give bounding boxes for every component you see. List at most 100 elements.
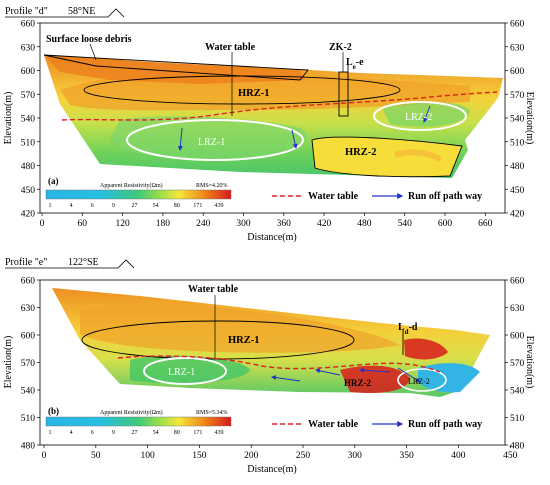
panel-b-x-tick-label: 250 (296, 451, 311, 461)
panel-a-y-tick-label-right: 600 (510, 67, 525, 77)
panel-b-y-tick-label-right: 540 (510, 387, 525, 397)
panel-b-rms: RMS=5.34% (196, 410, 228, 416)
panel-a-colorbar (45, 189, 232, 200)
panel-b-y-tick-label: 630 (21, 304, 36, 314)
panel-a-y-tick-label: 600 (21, 67, 36, 77)
panel-a-legend-runoff-label: Run off path way (408, 191, 482, 202)
panel-a-hrz2-label: HRZ-2 (345, 147, 377, 158)
panel-a-y-tick-label: 630 (21, 43, 36, 53)
panel-b-legend-runoff-label: Run off path way (408, 419, 482, 430)
panel-b-x-tick-label: 400 (451, 451, 466, 461)
panel-a-y-axis-label: Elevation(m) (3, 92, 14, 145)
panel-a-y-tick-label-right: 480 (510, 162, 525, 172)
panel-a-borehole-zk2 (338, 71, 349, 117)
panel-b-colorbar-value: 1 (49, 430, 52, 436)
panel-a-hrz2-core (394, 149, 442, 163)
panel-b-y-axis-label-right: Elevation(m) (524, 336, 535, 389)
panel-b-lrz1-label: LRZ-1 (168, 367, 195, 378)
panel-b-colorbar-value: 171 (193, 430, 202, 436)
panel-a-y-tick-label: 660 (21, 20, 36, 30)
panel-a-y-tick-label-right: 420 (510, 210, 525, 220)
panel-a-x-tick-label: 660 (478, 219, 493, 229)
panel-a-debris-pointer (89, 43, 97, 61)
panel-b-lrz1-area (130, 355, 250, 384)
profile-d-title: Profile "d" (5, 6, 48, 17)
panel-b-x-axis-label: Distance(m) (247, 464, 296, 475)
panel-b-runoff-arrow-1 (271, 375, 301, 382)
panel-b-y-tick-label-right: 600 (510, 332, 525, 342)
panel-a-y-tick-label: 570 (21, 91, 36, 101)
panel-a-lrz1-outline (126, 119, 304, 161)
panel-b-colorbar-value: 54 (153, 430, 159, 436)
panel-a-legend-water-table-label: Water table (308, 191, 359, 202)
panel-b-y-tick-label: 600 (21, 332, 36, 342)
panel-b-colorbar-labels: 1 4 6 9 27 54 80 171 439 (49, 430, 224, 436)
panel-a-x-tick-label: 600 (438, 219, 453, 229)
panel-a-hrz1-outline (83, 75, 401, 105)
panel-b-resistivity-section (52, 288, 490, 397)
panel-a-surface-debris-zone (46, 56, 305, 84)
panel-b-y-tick-label: 660 (21, 277, 36, 287)
panel-a-y-tick-label: 510 (21, 138, 36, 148)
profile-e-orientation: 122°SE (68, 257, 99, 268)
panel-b-lrz2-outline (397, 368, 447, 392)
panel-a-x-tick-label: 480 (357, 219, 372, 229)
panel-b-y-tick-label-right: 630 (510, 304, 525, 314)
panel-a-x-tick-label: 180 (156, 219, 171, 229)
panel-b-x-tick-label: 300 (348, 451, 363, 461)
panel-a-y-tick-label-right: 540 (510, 115, 525, 125)
panel-b-runoff-arrow-3 (359, 367, 391, 373)
panel-a-y-tick-label: 420 (21, 210, 36, 220)
panel-a-y-tick-label-right: 450 (510, 186, 525, 196)
panel-b-x-tick-label: 350 (399, 451, 414, 461)
panel-b-hrz1-label: HRZ-1 (228, 335, 260, 346)
profile-e-title-marker (5, 259, 135, 269)
panel-b-colorbar-value: 80 (174, 430, 180, 436)
panel-a-zk2-label: ZK-2 (329, 42, 352, 53)
panel-a-colorbar-labels: 1 4 6 9 27 54 80 171 439 (49, 203, 224, 209)
profile-d-title-marker (5, 8, 125, 18)
panel-b-y-tick-label-right: 480 (510, 442, 525, 452)
panel-a-colorbar-value: 4 (70, 203, 73, 209)
panel-a-y-tick-label: 540 (21, 115, 36, 125)
panel-b-y-axis-label: Elevation(m) (3, 336, 14, 389)
panel-a-x-tick-label: 540 (398, 219, 413, 229)
panel-b-colorbar-value: 6 (91, 430, 94, 436)
panel-a-lrz1-area (110, 116, 308, 160)
panel-b-lrz1-outline (143, 357, 227, 385)
profile-d-orientation: 58°NE (68, 6, 95, 17)
panel-a-y-tick-label-right: 660 (510, 20, 525, 30)
panel-b-x-tick-label: 450 (503, 451, 518, 461)
panel-a-runoff-arrow-1 (177, 127, 183, 151)
panel-a-y-tick-label: 450 (21, 186, 36, 196)
panel-b-x-tick-label: 200 (244, 451, 259, 461)
panel-b: Profile "e" 122°SE Water table Ld-d HRZ-… (3, 257, 535, 475)
panel-a-x-tick-label: 60 (78, 219, 88, 229)
panel-a-hrz1-label: HRZ-1 (238, 88, 270, 99)
panel-a-debris-outline (43, 54, 309, 81)
panel-a-water-table-label: Water table (205, 42, 256, 53)
panel-a-water-table-line (61, 91, 498, 121)
panel-b-y-tick-label-right: 510 (510, 414, 525, 424)
panel-a-x-tick-label: 360 (277, 219, 292, 229)
panel-b-colorbar-value: 4 (70, 430, 73, 436)
panel-b-legend-water-table-label: Water table (308, 419, 359, 430)
panel-b-water-table-line (117, 355, 441, 373)
panel-a-x-tick-label: 0 (40, 219, 45, 229)
panel-a-label: (a) (48, 176, 59, 186)
panel-b-surface-high-zone (404, 338, 448, 360)
panel-a-y-tick-label-right: 510 (510, 138, 525, 148)
panel-b-label: (b) (48, 406, 59, 416)
panel-b-water-table-label: Water table (188, 284, 239, 295)
panel-b-x-tick-label: 100 (140, 451, 155, 461)
panel-b-y-tick-label-right: 570 (510, 359, 525, 369)
panel-a-x-tick-label: 240 (196, 219, 211, 229)
panel-b-x-tick-label: 150 (192, 451, 207, 461)
panel-b-colorbar-title: Apparent Resistivity(Ωm) (100, 409, 163, 416)
panel-a-y-axis-label-right: Elevation(m) (524, 92, 535, 145)
panel-a: Profile "d" 58°NE Surface loose deb (3, 6, 535, 243)
panel-a-x-tick-label: 120 (115, 219, 130, 229)
panel-b-colorbar-value: 27 (132, 430, 138, 436)
